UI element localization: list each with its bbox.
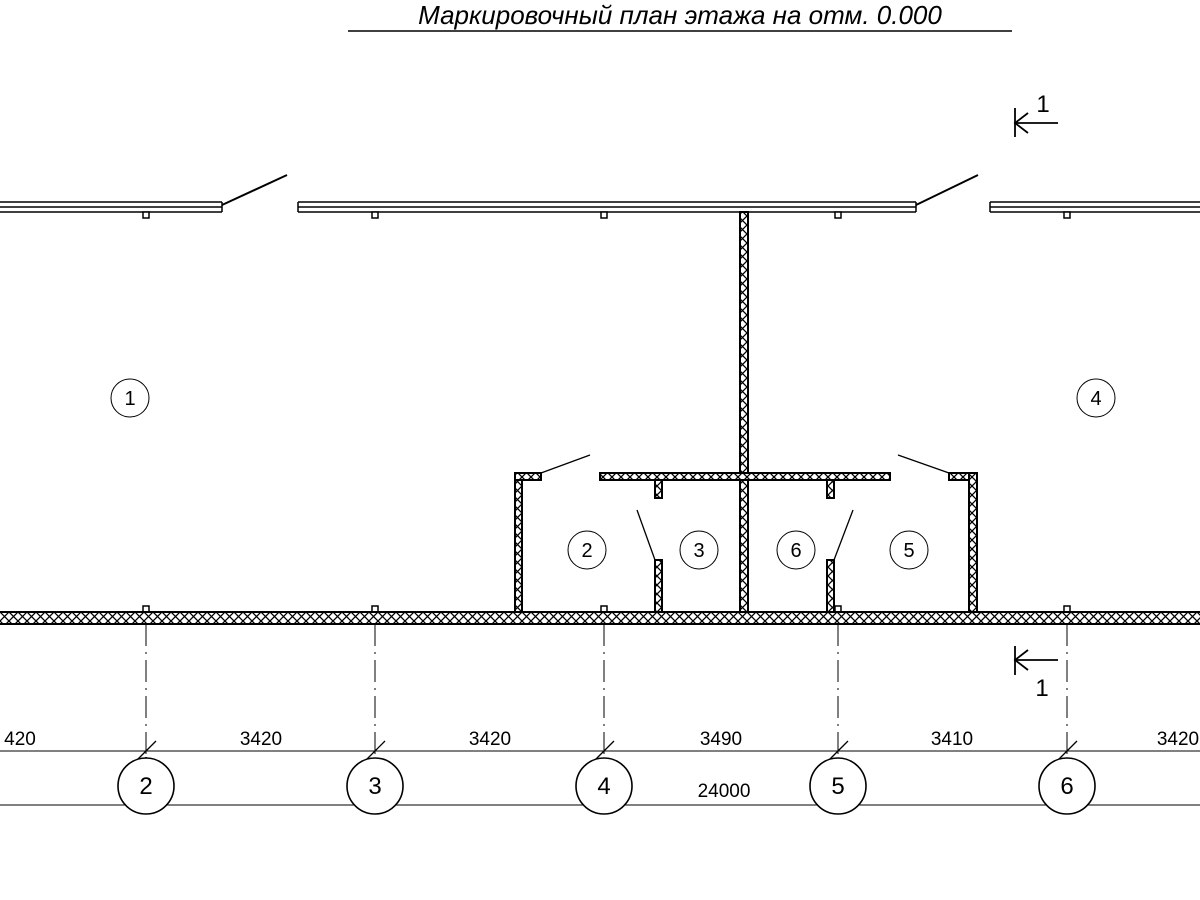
axis-label: 5 <box>831 773 844 800</box>
room-label: 4 <box>1090 388 1101 410</box>
total-dimension-label: 24000 <box>698 781 751 802</box>
section-mark-bottom <box>1013 646 1058 675</box>
dimension-label: 3490 <box>700 729 742 750</box>
drawing-title: Маркировочный план этажа на отм. 0.000 <box>418 0 942 30</box>
room-label: 2 <box>581 540 592 562</box>
door-swings <box>540 454 950 561</box>
room-labels <box>110 378 1116 570</box>
axis-label: 4 <box>597 773 610 800</box>
dimension-label: 3420 <box>1157 729 1199 750</box>
section-label-top: 1 <box>1036 91 1049 118</box>
axis-label: 2 <box>139 773 152 800</box>
axis-label: 6 <box>1060 773 1073 800</box>
room-label: 3 <box>693 540 704 562</box>
section-mark-top <box>1013 108 1058 137</box>
top-wall <box>0 174 1200 213</box>
axis-bubbles <box>117 757 1096 815</box>
dimension-label: 3410 <box>931 729 973 750</box>
room-label: 6 <box>790 540 801 562</box>
axis-lines <box>145 624 1068 757</box>
dimension-label: 3420 <box>240 729 282 750</box>
hatched-walls <box>0 211 1200 625</box>
room-label: 1 <box>124 388 135 410</box>
section-label-bottom: 1 <box>1035 675 1048 702</box>
axis-label: 3 <box>368 773 381 800</box>
dimension-label: 420 <box>4 729 36 750</box>
column-marks <box>142 211 1071 613</box>
room-label: 5 <box>903 540 914 562</box>
dimension-label: 3420 <box>469 729 511 750</box>
